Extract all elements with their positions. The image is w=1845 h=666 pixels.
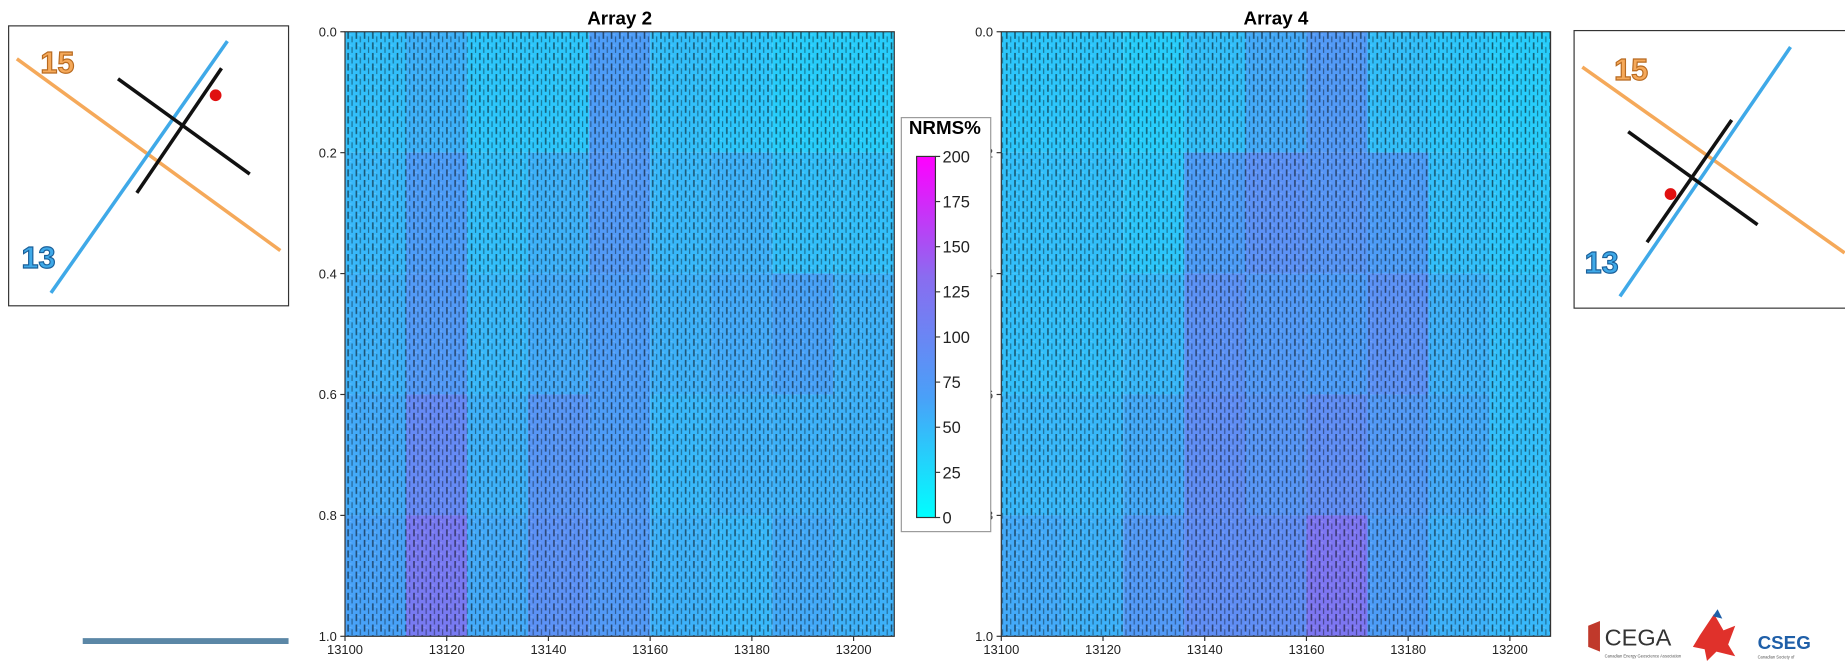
colorbar-tick-label: 100 [942,329,969,347]
colorbar-tick-label: 150 [942,239,969,257]
colorbar-tick-label: 125 [942,284,969,302]
y-tick-label: 0.4 [319,266,337,281]
source-dot [209,89,222,102]
x-tick-label: 13200 [836,642,872,657]
logo-subtext: Canadian Energy Geoscience Association [1605,653,1682,658]
array-line [135,67,223,194]
x-tick-label: 13120 [429,642,465,657]
y-tick-label: 0.8 [319,508,337,523]
y-tick-label: 1.0 [975,629,993,644]
x-tick-label: 13200 [1492,642,1528,657]
line-13 [49,40,229,294]
colorbar-tick-label: 200 [942,148,969,166]
colorbar-tick-label: 75 [942,374,960,392]
array-line [1645,118,1734,244]
inset-label: 13 [22,241,56,275]
inset-label: 15 [1614,53,1648,87]
x-tick-label: 13160 [632,642,668,657]
source-dot [1664,188,1677,200]
colorbar [916,155,937,519]
x-tick-label: 13140 [1187,642,1223,657]
inset-frame [1573,29,1845,309]
y-tick-label: 0.6 [319,387,337,402]
chart-title: Array 4 [1244,8,1309,29]
logo-icon [1588,621,1600,652]
heatmap [1001,31,1551,637]
x-tick-label: 13140 [530,642,566,657]
texture [1001,31,1551,637]
x-tick-label: 13100 [983,642,1019,657]
logo-icon [1712,609,1723,619]
chart-title: Array 2 [587,8,652,29]
inset-label: 15 [40,46,74,80]
y-tick-label: 0.2 [319,145,337,160]
texture [345,31,895,637]
inset-right: 15 13 [1573,29,1845,309]
logo-icon [1692,613,1736,661]
logo-text: CSEG [1758,632,1811,653]
x-tick-label: 13120 [1085,642,1121,657]
logos: CEGA Canadian Energy Geoscience Associat… [1588,609,1811,661]
x-tick-label: 13160 [1288,642,1324,657]
line-13 [1618,46,1792,298]
y-tick-label: 1.0 [319,629,337,644]
plot-frame [344,31,895,637]
heatmap [345,31,895,637]
colorbar-title: NRMS% [909,117,981,138]
y-tick-label: 0.0 [319,24,337,39]
colorbar-tick-label: 50 [942,419,960,437]
inset-left: 15 13 [8,25,290,307]
logo-subtext: Canadian Society of [1758,655,1796,660]
y-tick-label: 0.0 [975,24,993,39]
logo-text: CEGA [1605,625,1672,651]
colorbar-tick-label: 25 [942,464,960,482]
x-tick-label: 13100 [327,642,363,657]
inset-label: 13 [1585,246,1619,280]
plot-frame [1000,31,1552,637]
x-tick-label: 13180 [1390,642,1426,657]
x-tick-label: 13180 [734,642,770,657]
colorbar-tick-label: 0 [942,509,951,527]
inset-frame [8,25,290,307]
colorbar-tick-label: 175 [942,193,969,211]
